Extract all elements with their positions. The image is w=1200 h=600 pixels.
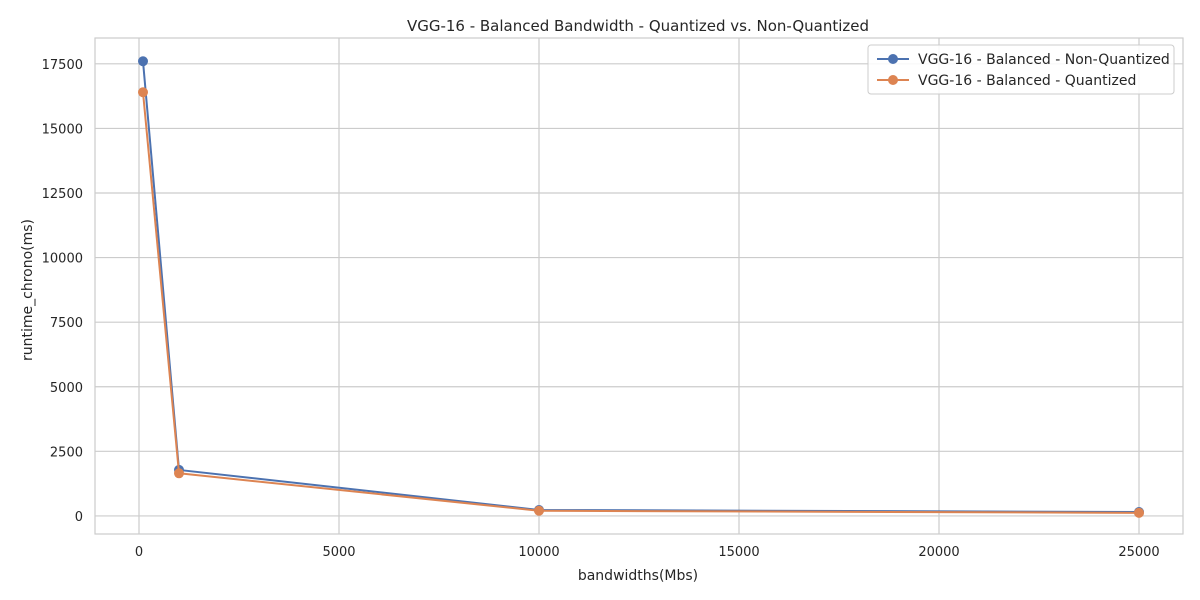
legend-label: VGG-16 - Balanced - Non-Quantized [918, 52, 1170, 68]
data-point [138, 87, 148, 98]
y-tick-label: 10000 [42, 252, 83, 267]
x-tick-label: 25000 [1118, 545, 1159, 560]
y-tick-label: 15000 [42, 122, 83, 137]
x-tick-label: 0 [135, 545, 143, 560]
legend: VGG-16 - Balanced - Non-Quantized VGG-16 … [867, 44, 1175, 95]
series-2 [138, 87, 1144, 518]
legend-box [867, 44, 1175, 95]
y-tick-label: 2500 [50, 445, 83, 460]
x-tick-label: 10000 [518, 545, 559, 560]
y-tick-label: 0 [75, 510, 83, 525]
plot-frame [94, 37, 1184, 535]
data-point [534, 505, 544, 516]
data-point [174, 468, 184, 479]
y-tick-label: 5000 [50, 381, 83, 396]
x-tick-label: 15000 [718, 545, 759, 560]
y-tick-label: 7500 [50, 316, 83, 331]
y-axis-label: runtime_chrono(ms) [20, 219, 36, 361]
y-tick-labels: 0 2500 5000 7500 10000 12500 15000 17500 [42, 58, 83, 525]
legend-swatch-marker [888, 75, 898, 85]
series-layer [138, 56, 1144, 518]
x-tick-labels: 0 5000 10000 15000 20000 25000 [135, 545, 1160, 560]
series-line [142, 92, 1140, 514]
legend-item: VGG-16 - Balanced - Quantized [877, 73, 1136, 89]
data-point [1134, 507, 1144, 518]
x-axis-label: bandwidths(Mbs) [578, 568, 698, 584]
legend-swatch-marker [888, 54, 898, 64]
data-point [138, 56, 148, 67]
x-tick-label: 5000 [322, 545, 355, 560]
x-tick-label: 20000 [918, 545, 959, 560]
chart-title: VGG-16 - Balanced Bandwidth - Quantized … [407, 17, 869, 35]
legend-label: VGG-16 - Balanced - Quantized [918, 73, 1136, 89]
y-tick-label: 12500 [42, 187, 83, 202]
y-tick-label: 17500 [42, 58, 83, 73]
grid [95, 38, 1183, 534]
legend-item: VGG-16 - Balanced - Non-Quantized [877, 52, 1170, 68]
